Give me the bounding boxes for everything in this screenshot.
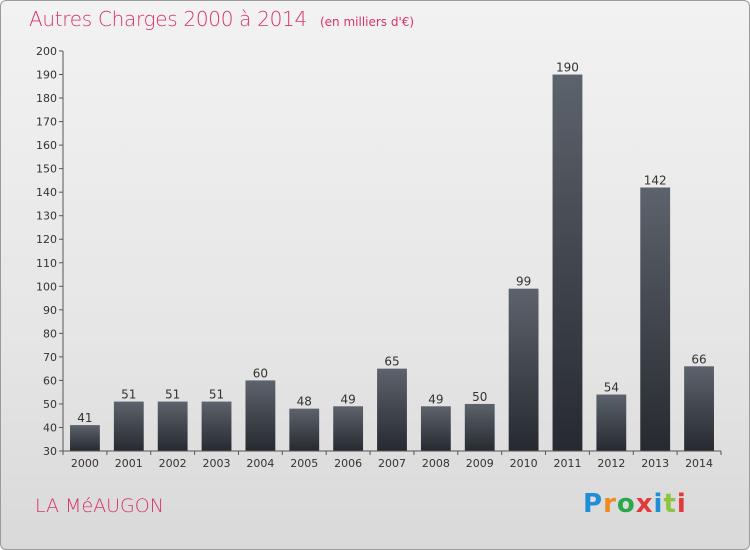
logo-letter: o xyxy=(616,489,636,519)
y-tick-label: 110 xyxy=(36,257,57,270)
y-tick-label: 50 xyxy=(43,398,57,411)
x-tick-label-2001: 2001 xyxy=(115,457,143,470)
bar-2014 xyxy=(684,366,714,451)
value-label-2000: 41 xyxy=(77,411,92,425)
x-tick-label-2003: 2003 xyxy=(203,457,231,470)
logo-letter: t xyxy=(663,489,677,519)
bar-2002 xyxy=(157,401,188,451)
y-tick-label: 60 xyxy=(43,374,57,387)
logo-letter: i xyxy=(653,489,664,519)
value-label-2011: 190 xyxy=(556,61,579,75)
x-tick-label-2004: 2004 xyxy=(246,457,274,470)
y-tick-label: 90 xyxy=(43,304,57,317)
value-label-2001: 51 xyxy=(121,388,136,402)
value-label-2012: 54 xyxy=(604,381,619,395)
y-tick-label: 30 xyxy=(43,445,57,458)
x-tick-label-2002: 2002 xyxy=(159,457,187,470)
commune-name: LA MéAUGON xyxy=(35,495,164,517)
x-tick-label-2011: 2011 xyxy=(553,457,581,470)
bar-2011 xyxy=(552,74,583,451)
logo-letter: i xyxy=(676,489,687,519)
logo-letter: x xyxy=(635,489,654,519)
x-tick-label-2006: 2006 xyxy=(334,457,362,470)
value-label-2006: 49 xyxy=(340,392,355,406)
chart-subtitle: (en milliers d'€) xyxy=(319,15,415,29)
value-label-2007: 65 xyxy=(384,355,399,369)
value-label-2008: 49 xyxy=(428,392,443,406)
bar-2003 xyxy=(201,401,232,451)
title-block: Autres Charges 2000 à 2014 (en milliers … xyxy=(29,7,414,31)
x-tick-label-2013: 2013 xyxy=(641,457,669,470)
bar-2005 xyxy=(289,408,320,451)
value-label-2003: 51 xyxy=(209,388,224,402)
logo-letter: r xyxy=(603,489,617,519)
bar-2008 xyxy=(420,406,451,451)
bar-2007 xyxy=(377,368,407,451)
y-tick-label: 200 xyxy=(36,45,57,58)
x-tick-label-2014: 2014 xyxy=(685,457,713,470)
value-label-2014: 66 xyxy=(691,352,706,366)
value-label-2013: 142 xyxy=(644,173,667,187)
y-tick-label: 100 xyxy=(36,280,57,293)
x-tick-label-2005: 2005 xyxy=(290,457,318,470)
x-tick-label-2012: 2012 xyxy=(597,457,625,470)
y-tick-label: 180 xyxy=(36,92,57,105)
bar-2001 xyxy=(113,401,144,451)
y-tick-label: 190 xyxy=(36,69,57,82)
bar-2012 xyxy=(596,394,627,451)
bar-2000 xyxy=(70,425,100,451)
chart-title: Autres Charges 2000 à 2014 xyxy=(29,7,307,31)
x-tick-label-2008: 2008 xyxy=(422,457,450,470)
value-label-2009: 50 xyxy=(472,390,487,404)
y-tick-label: 70 xyxy=(43,351,57,364)
logo-letter: P xyxy=(583,489,604,519)
y-tick-label: 80 xyxy=(43,327,57,340)
bar-2004 xyxy=(245,380,276,451)
x-tick-label-2000: 2000 xyxy=(71,457,99,470)
bar-2010 xyxy=(508,288,539,451)
proxiti-logo[interactable]: Proxiti xyxy=(583,489,687,519)
value-label-2002: 51 xyxy=(165,388,180,402)
y-tick-label: 130 xyxy=(36,210,57,223)
value-label-2004: 60 xyxy=(253,366,268,380)
bar-2013 xyxy=(640,187,671,451)
y-tick-label: 150 xyxy=(36,163,57,176)
y-tick-label: 170 xyxy=(36,116,57,129)
y-tick-label: 140 xyxy=(36,186,57,199)
y-tick-label: 160 xyxy=(36,139,57,152)
y-tick-label: 120 xyxy=(36,233,57,246)
value-label-2005: 48 xyxy=(297,395,312,409)
x-tick-label-2010: 2010 xyxy=(510,457,538,470)
y-tick-label: 40 xyxy=(43,421,57,434)
x-tick-label-2009: 2009 xyxy=(466,457,494,470)
value-label-2010: 99 xyxy=(516,275,531,289)
bar-2009 xyxy=(464,403,495,451)
bar-2006 xyxy=(333,406,364,451)
x-tick-label-2007: 2007 xyxy=(378,457,406,470)
